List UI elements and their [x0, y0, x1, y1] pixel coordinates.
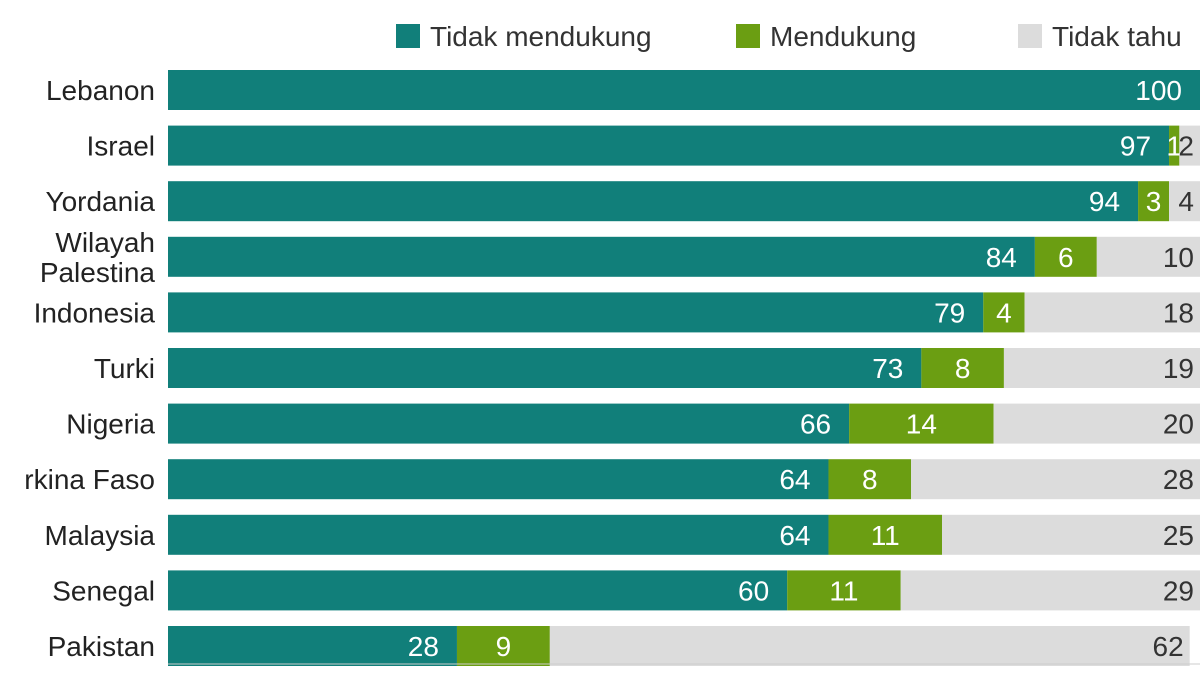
value-label: 4 [1178, 186, 1194, 217]
value-label: 25 [1163, 520, 1194, 551]
bar-segment [168, 514, 829, 555]
value-label: 11 [829, 575, 858, 606]
category-label-line: Palestina [40, 257, 156, 288]
bar-segment [168, 236, 1035, 277]
legend-swatch-1 [736, 24, 760, 48]
value-label: 64 [779, 520, 810, 551]
bar-segment [828, 514, 942, 555]
category-label-3: Wilayah Palestina [40, 227, 156, 288]
value-label: 14 [906, 409, 937, 440]
legend-label-2: Tidak tahu [1052, 21, 1182, 52]
bar-segment [1034, 236, 1097, 277]
bar-segment [1003, 348, 1200, 388]
value-label: 11 [871, 520, 900, 551]
value-label: 1 [1166, 131, 1182, 162]
value-label: 20 [1163, 409, 1194, 440]
legend-swatch-0 [396, 24, 420, 48]
value-label: 84 [986, 242, 1017, 273]
value-label: 97 [1120, 131, 1151, 162]
value-label: 19 [1163, 353, 1194, 384]
category-label-7: rkina Faso [24, 464, 155, 495]
bar-segment [168, 570, 788, 611]
category-label-2: Yordania [45, 186, 155, 217]
value-label: 29 [1163, 575, 1194, 606]
bar-segment [168, 348, 922, 388]
bar-segment [168, 626, 457, 666]
bar-segment [942, 514, 1200, 555]
bar-segment [1169, 125, 1180, 166]
bar-segment [168, 181, 1139, 222]
bars [168, 70, 1200, 666]
category-label-0: Lebanon [46, 75, 155, 106]
bar-segment [911, 459, 1200, 500]
bar-segment [1169, 181, 1200, 222]
bar-segment [1096, 236, 1200, 277]
category-label-line: Wilayah [55, 227, 155, 258]
bar-segment [828, 459, 912, 500]
value-label: 10 [1163, 242, 1194, 273]
bar-segment [787, 570, 901, 611]
bar-segment [549, 626, 1190, 666]
value-label: 2 [1178, 131, 1194, 162]
bar-segment [921, 348, 1004, 388]
value-label: 73 [872, 353, 903, 384]
legend-label-1: Mendukung [770, 21, 916, 52]
bar-segment [900, 570, 1200, 611]
category-label-8: Malaysia [45, 520, 156, 551]
value-label: 3 [1146, 186, 1162, 217]
bar-segment [1138, 181, 1170, 222]
category-label-4: Indonesia [34, 297, 156, 328]
value-label: 79 [934, 297, 965, 328]
bar-segment [849, 403, 994, 444]
value-label: 62 [1153, 631, 1184, 662]
category-label-10: Pakistan [48, 631, 155, 662]
value-label: 4 [996, 297, 1012, 328]
bar-segment [1179, 125, 1200, 166]
bar-segment [1024, 292, 1200, 333]
value-label: 9 [496, 631, 512, 662]
value-label: 94 [1089, 186, 1120, 217]
value-label: 8 [862, 464, 878, 495]
bar-segment [168, 403, 850, 444]
legend-label-0: Tidak mendukung [430, 21, 652, 52]
bar-segment [168, 125, 1170, 166]
bar-segment [168, 459, 829, 500]
category-label-1: Israel [87, 131, 155, 162]
value-label: 64 [779, 464, 810, 495]
legend-swatch-2 [1018, 24, 1042, 48]
category-labels: Lebanon Israel Yordania Wilayah Palestina Ind… [24, 75, 155, 662]
category-label-5: Turki [94, 353, 155, 384]
value-label: 66 [800, 409, 831, 440]
value-label: 28 [408, 631, 439, 662]
bar-segment [983, 292, 1025, 333]
value-label: 60 [738, 575, 769, 606]
bar-segment [456, 626, 550, 666]
value-label: 6 [1058, 242, 1074, 273]
value-label: 28 [1163, 464, 1194, 495]
value-label: 100 [1135, 75, 1182, 106]
bar-segment [168, 292, 984, 333]
value-label: 8 [955, 353, 971, 384]
legend: Tidak mendukung Mendukung Tidak tahu [396, 21, 1182, 52]
value-label: 18 [1163, 297, 1194, 328]
bar-segment [993, 403, 1200, 444]
category-label-9: Senegal [52, 575, 155, 606]
category-label-6: Nigeria [66, 409, 155, 440]
bar-segment [168, 70, 1200, 110]
